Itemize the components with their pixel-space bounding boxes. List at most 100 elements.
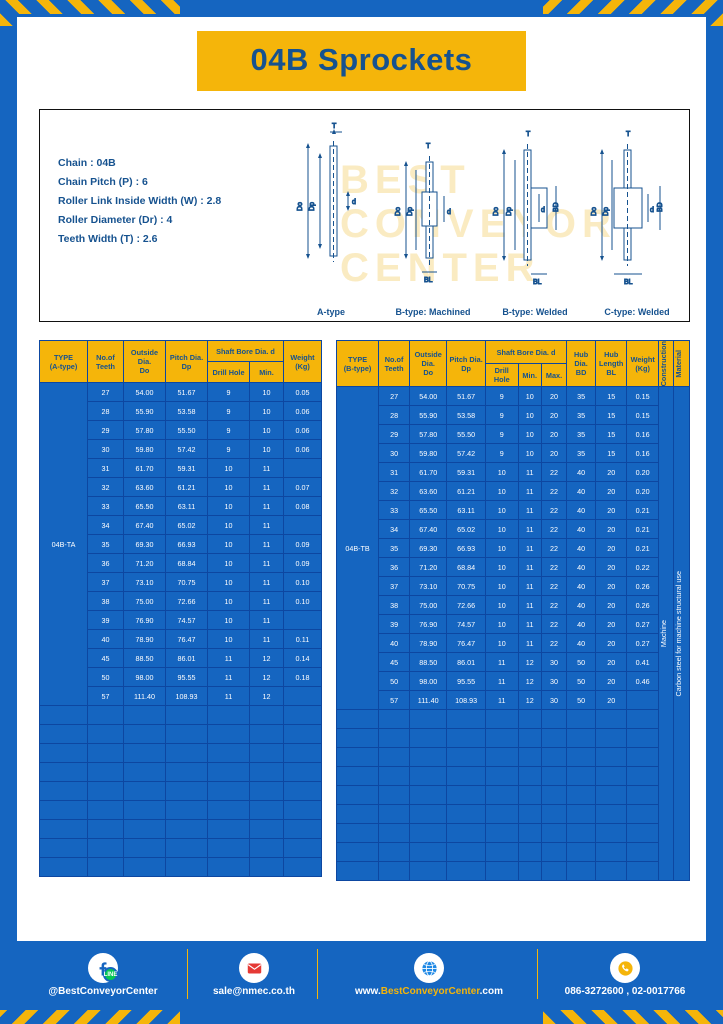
table-cell: 111.40 [409, 690, 448, 711]
footer-website-bold: BestConveyorCenter [380, 986, 480, 997]
table-row: 30 59.80 57.42 9 10 20 35 15 0.16 [337, 443, 690, 464]
table-cell: 11 [249, 477, 284, 497]
title-banner: 04B Sprockets [17, 31, 706, 91]
table-cell-blank [165, 857, 208, 877]
table-cell-blank [207, 857, 250, 877]
table-cell-blank [626, 766, 659, 787]
table-cell: 22 [540, 481, 568, 502]
table-cell: 50 [378, 671, 411, 692]
line-icon[interactable]: LINE [103, 967, 118, 982]
table-cell-blank [409, 709, 448, 730]
table-cell: 11 [249, 591, 284, 611]
table-cell: 9 [207, 382, 250, 402]
table-cell: 63.60 [409, 481, 448, 502]
sprocket-a-type-svg: T Do Dp [297, 123, 357, 262]
footer-facebook-label: @BestConveyorCenter [48, 986, 158, 997]
phone-icon[interactable] [610, 953, 640, 983]
table-cell: 9 [484, 386, 519, 407]
table-cell-blank [626, 747, 659, 768]
svg-text:Dp: Dp [506, 207, 513, 216]
table-cell-blank [517, 766, 542, 787]
table-cell: 22 [540, 462, 568, 483]
table-cell: 30 [540, 671, 568, 692]
table-cell: 15 [594, 405, 628, 426]
table-cell-blank [283, 838, 322, 858]
table-cell: 10 [484, 481, 519, 502]
table-cell: 10 [517, 405, 542, 426]
table-cell: 63.11 [446, 500, 486, 521]
footer-email[interactable]: sale@nmec.co.th [193, 953, 315, 997]
svg-text:BL: BL [533, 279, 542, 286]
table-cell-blank [517, 747, 542, 768]
table-cell: 61.70 [409, 462, 448, 483]
table-cell: 65.50 [123, 496, 166, 516]
table-cell-blank [446, 823, 486, 844]
table-cell: 11 [517, 500, 542, 521]
table-cell-blank [335, 804, 380, 825]
page-sheet: 04B Sprockets BEST CONVEYOR CENTER Chain… [14, 14, 709, 1010]
table-row: 40 78.90 76.47 10 11 0.11 [40, 629, 322, 649]
bottom-left-chevron-decoration [0, 1010, 180, 1024]
table-b-header-row-1: TYPE (B-type) No.of Teeth Outside Dia. D… [335, 339, 690, 388]
table-cell-blank [540, 842, 568, 863]
table-cell: 39 [378, 614, 411, 635]
table-cell-blank [626, 842, 659, 863]
table-cell: 108.93 [446, 690, 486, 711]
table-cell: 20 [594, 671, 628, 692]
cell-type-value: 04B-TA [39, 382, 88, 706]
table-row-blank [335, 709, 690, 730]
table-row-blank [335, 842, 690, 863]
table-row: 31 61.70 59.31 10 11 [40, 458, 322, 478]
footer-website[interactable]: www.BestConveyorCenter.com [323, 953, 535, 997]
table-cell: 30 [540, 652, 568, 673]
table-cell: 22 [540, 576, 568, 597]
table-cell: 10 [207, 458, 250, 478]
table-cell: 11 [207, 648, 250, 668]
table-cell-blank [39, 762, 88, 782]
table-b-type: TYPE (B-type) No.of Teeth Outside Dia. D… [335, 339, 690, 882]
title-box: 04B Sprockets [196, 31, 527, 91]
table-cell: 22 [540, 633, 568, 654]
table-a-header-row-2: Drill Hole Min. [40, 361, 322, 383]
table-cell-blank [484, 842, 519, 863]
spec-roller-link-width: Roller Link Inside Width (W) : 2.8 [58, 195, 222, 207]
table-cell-blank [39, 838, 88, 858]
table-cell: 22 [540, 614, 568, 635]
th-b-hub-dia: Hub Dia. BD [566, 339, 596, 388]
table-cell: 20 [540, 443, 568, 464]
table-cell-blank [39, 781, 88, 801]
table-cell-blank [446, 728, 486, 749]
mail-icon[interactable] [239, 953, 269, 983]
table-cell-blank [283, 819, 322, 839]
table-cell-blank [335, 728, 380, 749]
table-cell: 70.75 [165, 572, 208, 592]
table-cell: 35 [566, 424, 596, 445]
table-cell: 11 [207, 667, 250, 687]
table-cell-blank [409, 785, 448, 806]
table-cell-blank [335, 842, 380, 863]
table-row-blank [39, 705, 322, 725]
table-cell-blank [594, 861, 628, 882]
table-cell-blank [594, 709, 628, 730]
table-cell: 0.27 [626, 614, 659, 635]
table-cell: 33 [378, 500, 411, 521]
globe-icon[interactable] [414, 953, 444, 983]
footer-phone[interactable]: 086-3272600 , 02-0017766 [543, 953, 707, 997]
table-cell: 33 [87, 496, 124, 516]
table-cell: 76.90 [409, 614, 448, 635]
table-cell: 0.20 [626, 462, 659, 483]
th-b-pitch-dia: Pitch Dia. Dp [446, 339, 486, 388]
table-cell: 76.47 [446, 633, 486, 654]
table-cell: 59.80 [409, 443, 448, 464]
table-cell: 20 [594, 652, 628, 673]
table-cell-blank [566, 785, 596, 806]
table-cell-blank [249, 762, 284, 782]
footer-facebook[interactable]: LINE @BestConveyorCenter [23, 953, 183, 997]
table-cell: 11 [484, 671, 519, 692]
table-row: 29 57.80 55.50 9 10 20 35 15 0.16 [337, 424, 690, 445]
table-cell: 11 [517, 462, 542, 483]
table-cell-blank [123, 838, 166, 858]
table-cell: 10 [207, 534, 250, 554]
table-row: 34 67.40 65.02 10 11 22 40 20 0.21 [337, 519, 690, 540]
table-cell: 10 [207, 515, 250, 535]
